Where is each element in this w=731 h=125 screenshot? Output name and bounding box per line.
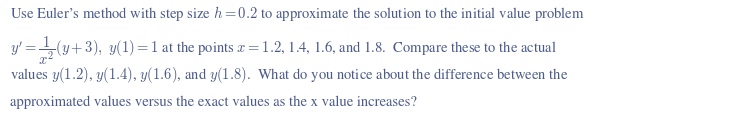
Text: Use Euler’s method with step size $h = 0.2$ to approximate the solution to the i: Use Euler’s method with step size $h = 0…	[10, 4, 584, 23]
Text: $y' = \dfrac{1}{x^2}(y + 3),\ y(1) = 1$ at the points $x = 1.2$, 1.4, 1.6, and 1: $y' = \dfrac{1}{x^2}(y + 3),\ y(1) = 1$ …	[10, 34, 556, 67]
Text: approximated values versus the exact values as the x value increases?: approximated values versus the exact val…	[10, 96, 417, 109]
Text: values $y(1.2)$, $y(1.4)$, $y(1.6)$, and $y(1.8)$.  What do you notice about the: values $y(1.2)$, $y(1.4)$, $y(1.6)$, and…	[10, 65, 568, 85]
